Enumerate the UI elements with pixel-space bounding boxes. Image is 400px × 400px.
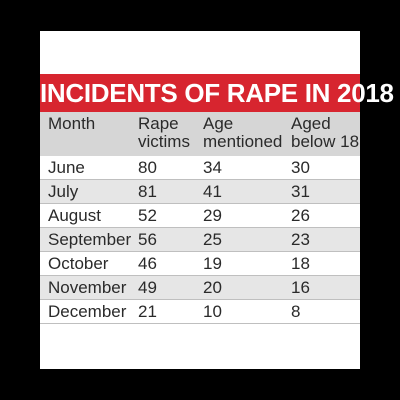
chart-title: INCIDENTS OF RAPE IN 2018	[40, 78, 394, 108]
cell-month: June	[48, 158, 85, 177]
row-divider	[40, 227, 360, 228]
cell-age-mentioned: 41	[203, 182, 222, 201]
cell-aged-below-18: 26	[291, 206, 310, 225]
row-divider	[40, 203, 360, 204]
cell-aged-below-18: 31	[291, 182, 310, 201]
cell-aged-below-18: 18	[291, 254, 310, 273]
table-row: December 21 10 8	[40, 300, 360, 324]
column-header-line: victims	[138, 132, 190, 151]
column-header-rape-victims: Rape victims	[138, 115, 190, 151]
cell-month: July	[48, 182, 79, 201]
row-divider	[40, 251, 360, 252]
column-header-month: Month	[48, 115, 95, 133]
cell-age-mentioned: 29	[203, 206, 222, 225]
cell-age-mentioned: 34	[203, 158, 222, 177]
column-header-line: Month	[48, 114, 96, 133]
cell-aged-below-18: 30	[291, 158, 310, 177]
cell-rape-victims: 52	[138, 206, 157, 225]
cell-month: October	[48, 254, 109, 273]
cell-month: November	[48, 278, 127, 297]
row-divider	[40, 323, 360, 324]
cell-rape-victims: 46	[138, 254, 157, 273]
table-row: October 46 19 18	[40, 252, 360, 276]
column-header-line: Aged	[291, 114, 331, 133]
cell-rape-victims: 81	[138, 182, 157, 201]
cell-aged-below-18: 23	[291, 230, 310, 249]
cell-age-mentioned: 20	[203, 278, 222, 297]
column-header-aged-below-18: Aged below 18	[291, 115, 359, 151]
row-divider	[40, 179, 360, 180]
table-row: June 80 34 30	[40, 156, 360, 180]
column-header-age-mentioned: Age mentioned	[203, 115, 282, 151]
cell-age-mentioned: 19	[203, 254, 222, 273]
cell-month: August	[48, 206, 101, 225]
cell-aged-below-18: 8	[291, 302, 301, 321]
cell-rape-victims: 56	[138, 230, 157, 249]
cell-age-mentioned: 25	[203, 230, 222, 249]
cell-rape-victims: 80	[138, 158, 157, 177]
row-divider	[40, 299, 360, 300]
column-header-line: below 18	[291, 132, 360, 151]
cell-month: September	[48, 230, 132, 249]
table-row: August 52 29 26	[40, 204, 360, 228]
cell-age-mentioned: 10	[203, 302, 222, 321]
cell-aged-below-18: 16	[291, 278, 310, 297]
row-divider	[40, 275, 360, 276]
column-header-line: Rape	[138, 114, 179, 133]
table-row: September 56 25 23	[40, 228, 360, 252]
cell-rape-victims: 49	[138, 278, 157, 297]
cell-rape-victims: 21	[138, 302, 157, 321]
table-row: November 49 20 16	[40, 276, 360, 300]
incidents-table: Month Rape victims Age mentioned Aged below 18…	[40, 112, 360, 324]
column-header-line: Age	[203, 114, 234, 133]
column-header-line: mentioned	[203, 132, 283, 151]
table-row: July 81 41 31	[40, 180, 360, 204]
table-header: Month Rape victims Age mentioned Aged below 18	[40, 112, 360, 156]
cell-month: December	[48, 302, 127, 321]
title-bar: INCIDENTS OF RAPE IN 2018	[40, 74, 394, 112]
